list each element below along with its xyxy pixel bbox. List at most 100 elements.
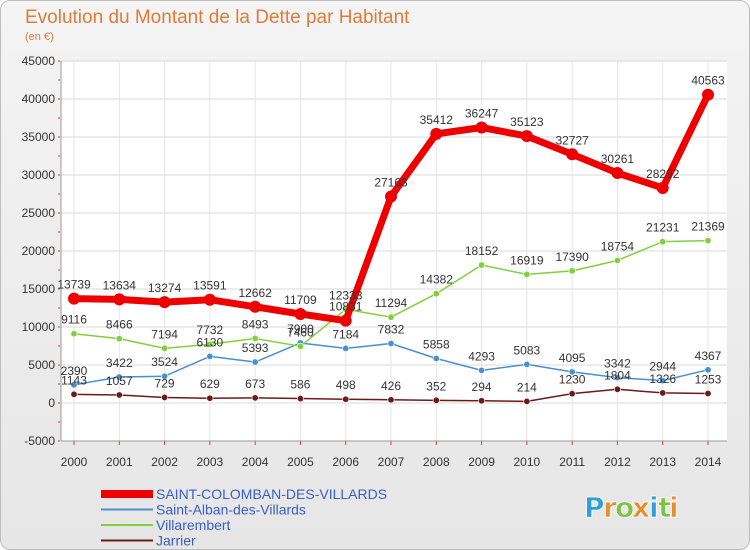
data-label: 498 bbox=[336, 378, 356, 392]
data-point bbox=[523, 397, 531, 405]
data-label: 8466 bbox=[106, 318, 133, 332]
y-tick-label: 15000 bbox=[22, 282, 56, 296]
data-point bbox=[475, 121, 488, 134]
data-point bbox=[566, 148, 579, 161]
x-tick-label: 2010 bbox=[514, 455, 541, 469]
data-label: 629 bbox=[200, 377, 220, 391]
x-tick-label: 2014 bbox=[695, 455, 722, 469]
data-point bbox=[294, 308, 307, 321]
data-point bbox=[115, 335, 123, 343]
data-label: 11294 bbox=[375, 296, 408, 310]
y-tick-label: -5000 bbox=[24, 434, 55, 448]
legend-label: Saint-Alban-des-Villards bbox=[156, 502, 306, 518]
data-label: 8493 bbox=[242, 317, 269, 331]
data-label: 2944 bbox=[649, 360, 676, 374]
data-point bbox=[251, 394, 259, 402]
x-tick-label: 2011 bbox=[559, 455, 585, 469]
data-label: 32727 bbox=[555, 133, 589, 147]
data-point bbox=[478, 366, 486, 374]
logo-letter: x bbox=[632, 491, 650, 524]
data-point bbox=[70, 390, 78, 398]
data-label: 7460 bbox=[287, 325, 314, 339]
data-point bbox=[296, 342, 304, 350]
data-label: 5393 bbox=[242, 341, 269, 355]
data-label: 13274 bbox=[148, 281, 182, 295]
data-label: 11709 bbox=[284, 293, 317, 307]
x-tick-label: 2001 bbox=[106, 455, 133, 469]
data-label: 4293 bbox=[468, 349, 495, 363]
y-tick-label: 5000 bbox=[28, 358, 55, 372]
data-point bbox=[659, 238, 667, 246]
x-tick-label: 2006 bbox=[332, 455, 359, 469]
data-label: 36247 bbox=[465, 107, 499, 121]
data-point bbox=[342, 344, 350, 352]
x-tick-label: 2000 bbox=[61, 455, 88, 469]
x-tick-label: 2003 bbox=[197, 455, 224, 469]
data-point bbox=[161, 344, 169, 352]
data-label: 21369 bbox=[691, 220, 725, 234]
data-label: 7194 bbox=[151, 327, 178, 341]
data-label: 18754 bbox=[601, 239, 635, 253]
logo-letter: P bbox=[584, 491, 605, 524]
y-tick-label: 40000 bbox=[22, 92, 56, 106]
data-label: 4367 bbox=[695, 349, 722, 363]
data-point bbox=[249, 300, 262, 313]
data-point bbox=[613, 374, 621, 382]
data-point bbox=[206, 340, 214, 348]
data-point bbox=[158, 296, 171, 309]
x-tick-label: 2012 bbox=[604, 455, 631, 469]
data-label: 426 bbox=[381, 379, 401, 393]
data-label: 10831 bbox=[329, 300, 363, 314]
data-label: 16919 bbox=[510, 253, 544, 267]
data-label: 214 bbox=[517, 380, 537, 394]
data-label: 35412 bbox=[420, 113, 454, 127]
data-label: 7184 bbox=[332, 327, 359, 341]
data-point bbox=[251, 334, 259, 342]
data-label: 2390 bbox=[61, 364, 88, 378]
data-labels: 1143 1057 729 629 673 586 498 426 352 294 214 1230 1… bbox=[57, 74, 725, 395]
data-label: 9116 bbox=[61, 313, 87, 327]
data-point bbox=[342, 395, 350, 403]
data-point bbox=[659, 377, 667, 385]
data-label: 352 bbox=[426, 379, 446, 393]
data-label: 1143 bbox=[61, 373, 87, 387]
legend: SAINT-COLOMBAN-DES-VILLARDSSaint-Alban-d… bbox=[101, 486, 387, 549]
data-point bbox=[206, 394, 214, 402]
data-label: 5083 bbox=[514, 343, 541, 357]
data-label: 14382 bbox=[420, 273, 454, 287]
data-point bbox=[432, 290, 440, 298]
data-point bbox=[339, 314, 352, 327]
data-point bbox=[613, 385, 621, 393]
data-label: 673 bbox=[245, 377, 265, 391]
data-label: 7900 bbox=[287, 322, 314, 336]
x-tick-label: 2004 bbox=[242, 455, 269, 469]
x-tick-label: 2002 bbox=[151, 455, 178, 469]
data-point bbox=[432, 354, 440, 362]
x-tick-label: 2005 bbox=[287, 455, 314, 469]
data-label: 1326 bbox=[649, 372, 676, 386]
data-point bbox=[702, 88, 714, 101]
data-point bbox=[251, 358, 259, 366]
series-1 bbox=[70, 339, 712, 389]
chart-title: Evolution du Montant de la Dette par Hab… bbox=[25, 7, 410, 28]
data-label: 5858 bbox=[423, 337, 450, 351]
data-label: 13634 bbox=[103, 278, 137, 292]
data-label: 1804 bbox=[604, 368, 631, 382]
data-point bbox=[432, 396, 440, 404]
data-point bbox=[568, 390, 576, 398]
data-point bbox=[115, 373, 123, 381]
y-tick-label: 0 bbox=[48, 396, 55, 410]
data-point bbox=[70, 381, 78, 389]
series-0 bbox=[68, 88, 714, 327]
data-label: 3342 bbox=[604, 357, 631, 371]
x-tick-label: 2008 bbox=[423, 455, 450, 469]
data-point bbox=[704, 366, 712, 374]
data-point bbox=[568, 368, 576, 376]
data-point bbox=[478, 397, 486, 405]
y-tick-label: 45000 bbox=[22, 54, 56, 68]
x-tick-label: 2009 bbox=[468, 455, 495, 469]
data-point bbox=[523, 360, 531, 368]
data-point bbox=[568, 267, 576, 275]
